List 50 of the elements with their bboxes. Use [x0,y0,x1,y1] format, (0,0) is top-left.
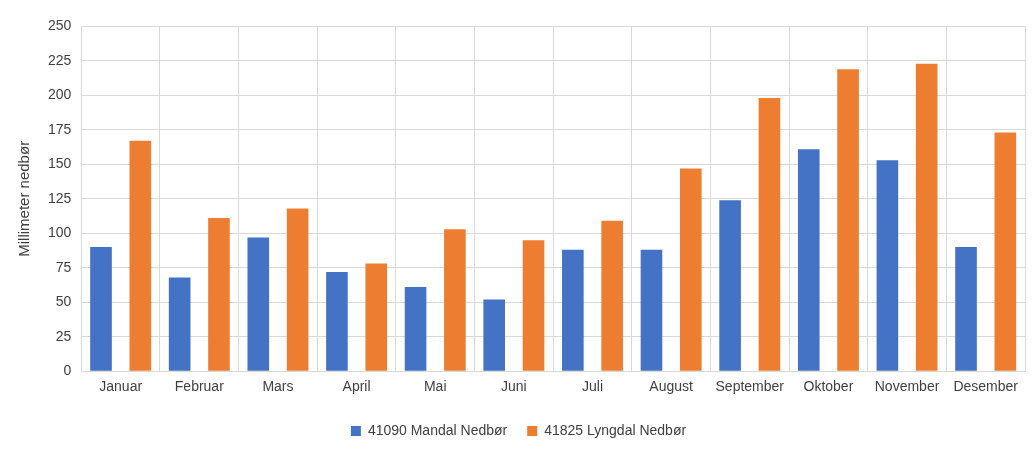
bar [915,63,938,371]
x-tick-label: Desember [953,378,1019,395]
bar [719,200,741,371]
bar [326,271,348,371]
y-tick-label: 100 [48,224,72,241]
bar [601,220,623,371]
bar [365,263,388,371]
bar [444,229,466,371]
y-tick-label: 50 [55,293,72,310]
x-tick-label: August [649,378,694,395]
bar [90,247,112,371]
bar [129,140,152,371]
y-tick-label: 25 [55,327,72,344]
bar [247,237,270,371]
bar [679,168,702,371]
x-tick-label: Oktober [803,378,854,395]
bar [640,249,663,371]
y-tick-label: 175 [48,120,72,137]
bar [522,240,545,371]
bar [562,249,584,371]
x-tick-label: November [874,378,940,395]
bar [404,287,427,371]
bar [286,208,309,371]
x-tick-label: Januar [99,378,143,395]
x-tick-label: Juli [581,378,604,395]
y-tick-label: 0 [63,362,72,379]
legend-label: 41825 Lyngdal Nedbør [544,421,687,438]
x-tick-label: April [342,378,371,395]
bar [208,218,230,371]
bar [994,132,1017,371]
x-tick-label: Februar [174,378,225,395]
bar [797,149,820,371]
bar [758,98,781,371]
y-tick-label: 75 [55,258,72,275]
y-tick-label: 150 [48,155,72,172]
bar [483,299,506,371]
y-tick-label: 125 [48,189,72,206]
y-axis-title: Millimeter nedbør [15,140,33,257]
bar [837,69,859,371]
legend-label: 41090 Mandal Nedbør [367,421,508,438]
x-tick-label: September [715,378,785,395]
y-tick-label: 225 [48,51,72,68]
x-tick-label: Mars [262,378,294,395]
y-tick-label: 250 [48,17,72,34]
bar [876,160,899,371]
bar [955,247,977,371]
x-tick-label: Mai [423,378,447,395]
x-tick-label: Juni [501,378,527,395]
bar [168,277,191,371]
y-tick-label: 200 [48,86,72,103]
